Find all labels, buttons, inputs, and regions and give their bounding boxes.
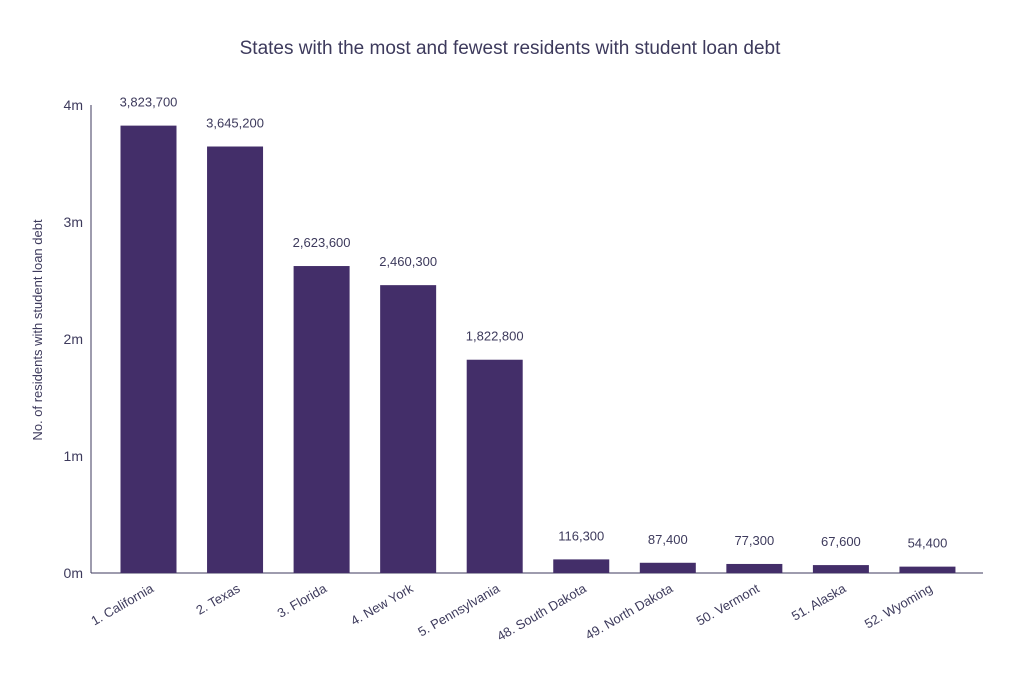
y-tick-label: 0m <box>64 565 83 581</box>
bars <box>120 125 956 573</box>
data-label: 87,400 <box>648 532 688 547</box>
x-tick-label: 3. Florida <box>275 580 330 620</box>
bar <box>380 285 437 573</box>
x-tick-label: 50. Vermont <box>694 580 763 628</box>
x-tick-label: 5. Pennsylvania <box>415 580 503 639</box>
y-axis-ticks: 0m 1m 2m 3m 4m <box>64 97 83 581</box>
x-tick-label: 1. California <box>88 580 156 628</box>
bar <box>466 359 523 573</box>
bar <box>726 563 783 573</box>
bar <box>639 562 696 573</box>
data-label: 116,300 <box>558 528 604 543</box>
data-label: 67,600 <box>821 534 861 549</box>
x-tick-label: 51. Alaska <box>789 580 849 623</box>
data-label: 54,400 <box>908 536 948 551</box>
data-label: 1,822,800 <box>466 329 524 344</box>
data-labels: 3,823,700 3,645,200 2,623,600 2,460,300 1,82… <box>120 95 948 551</box>
x-tick-label: 52. Wyoming <box>862 581 935 632</box>
data-label: 3,645,200 <box>206 116 264 131</box>
bar <box>899 566 956 573</box>
bar <box>120 125 177 573</box>
chart-title: States with the most and fewest resident… <box>240 38 781 59</box>
bar <box>553 559 610 573</box>
y-axis-label: No. of residents with student loan debt <box>30 219 45 441</box>
bar <box>293 266 350 573</box>
data-label: 3,823,700 <box>120 95 178 110</box>
y-tick-label: 1m <box>64 448 83 464</box>
x-tick-label: 48. South Dakota <box>494 580 589 644</box>
x-tick-label: 4. New York <box>348 580 416 628</box>
data-label: 2,460,300 <box>379 254 437 269</box>
y-tick-label: 3m <box>64 214 83 230</box>
bar <box>812 565 869 573</box>
y-tick-label: 4m <box>64 97 83 113</box>
bar <box>207 146 264 573</box>
x-axis-ticks: 1. California 2. Texas 3. Florida 4. New Yo… <box>88 580 935 644</box>
y-tick-label: 2m <box>64 331 83 347</box>
x-tick-label: 2. Texas <box>193 580 243 617</box>
data-label: 77,300 <box>734 533 774 548</box>
data-label: 2,623,600 <box>293 235 351 250</box>
x-tick-label: 49. North Dakota <box>583 580 676 643</box>
